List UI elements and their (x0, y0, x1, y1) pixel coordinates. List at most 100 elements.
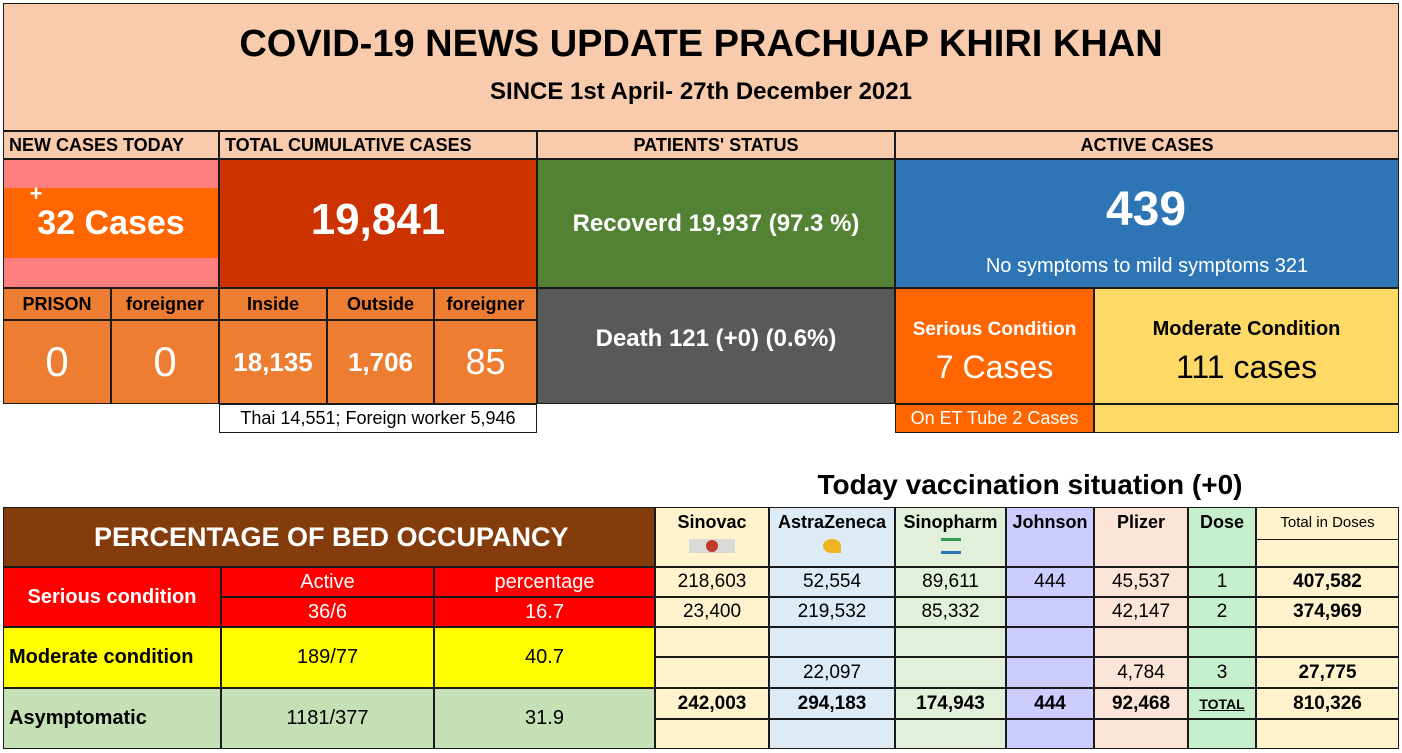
vax-cell-johnson-row-6 (1006, 719, 1094, 749)
cumulative-value: 19,841 (219, 159, 537, 288)
outside-value: 1,706 (327, 320, 434, 404)
active-cases-value: 439 (1105, 183, 1187, 236)
outside-label: Outside (327, 288, 434, 320)
foreigner2-label: foreigner (434, 288, 537, 320)
vax-header-sinopharm: Sinopharm (895, 507, 1006, 567)
new-cases-label: NEW CASES TODAY (3, 131, 219, 159)
moderate-condition-value: 111 cases (1175, 349, 1318, 385)
vax-cell-sinovac-row-1: 218,603 (655, 567, 769, 597)
moderate-condition-panel: Moderate Condition 111 cases (1094, 288, 1399, 404)
vax-cell-astrazeneca-row-4: 22,097 (769, 657, 895, 688)
vax-cell-johnson-row-3 (1006, 627, 1094, 657)
vax-cell-sinovac-row-2: 23,400 (655, 597, 769, 627)
vax-cell-dose-row-6 (1188, 719, 1256, 749)
vax-cell-total-row-3 (1256, 627, 1399, 657)
vax-cell-plizer-row-4: 4,784 (1094, 657, 1188, 688)
cumulative-label: TOTAL CUMULATIVE CASES (219, 131, 537, 159)
foreigner-label: foreigner (111, 288, 219, 320)
vax-cell-total-row-6 (1256, 719, 1399, 749)
foreigner-value: 0 (111, 320, 219, 404)
vax-cell-total-row-1: 407,582 (1256, 567, 1399, 597)
new-cases-value: 32 Cases (37, 203, 185, 242)
recovered-value: Recoverd 19,937 (97.3 %) (537, 159, 895, 288)
vax-cell-johnson-row-1: 444 (1006, 567, 1094, 597)
serious-condition-label: Serious Condition (912, 318, 1077, 340)
bed-row-serious-active: 36/6 (221, 597, 434, 627)
vax-cell-sinopharm-row-2: 85,332 (895, 597, 1006, 627)
bed-row-serious-percentage: 16.7 (434, 597, 655, 627)
vax-cell-astrazeneca-row-2: 219,532 (769, 597, 895, 627)
vax-cell-total-row-5: 810,326 (1256, 688, 1399, 719)
vax-header-astrazeneca: AstraZeneca (769, 507, 895, 567)
new-cases-value-box: 32 Cases (4, 188, 218, 258)
sinovac-logo-icon (689, 539, 735, 553)
bed-occupancy-title: PERCENTAGE OF BED OCCUPANCY (3, 507, 655, 567)
vax-header-sinopharm-text: Sinopharm (903, 512, 998, 532)
vax-cell-sinopharm-row-6 (895, 719, 1006, 749)
vax-header-sinovac: Sinovac (655, 507, 769, 567)
vax-header-total-text: Total in Doses (1280, 514, 1375, 531)
et-tube-note: On ET Tube 2 Cases (895, 404, 1094, 433)
serious-condition-value: 7 Cases (935, 348, 1054, 385)
sinopharm-logo-icon (940, 538, 961, 554)
vax-cell-astrazeneca-row-5: 294,183 (769, 688, 895, 719)
active-cases-panel: 439 No symptoms to mild symptoms 321 (895, 159, 1399, 288)
vax-header-total: Total in Doses (1256, 507, 1399, 567)
vax-cell-total-row-4: 27,775 (1256, 657, 1399, 688)
vax-cell-dose-row-2: 2 (1188, 597, 1256, 627)
death-text: Death 121 (+0) (0.6%) (595, 325, 837, 352)
serious-condition-panel: Serious Condition 7 Cases (895, 288, 1094, 404)
vax-cell-dose-row-3 (1188, 627, 1256, 657)
vax-header-plizer: Plizer (1094, 507, 1188, 567)
vax-cell-astrazeneca-row-6 (769, 719, 895, 749)
vax-cell-total-row-2: 374,969 (1256, 597, 1399, 627)
astrazeneca-logo-icon (823, 539, 841, 553)
foreigner2-value: 85 (434, 320, 537, 404)
vax-header-astrazeneca-text: AstraZeneca (777, 512, 887, 532)
vax-header-johnson: Johnson (1006, 507, 1094, 567)
vax-cell-plizer-row-5: 92,468 (1094, 688, 1188, 719)
vax-cell-sinopharm-row-3 (895, 627, 1006, 657)
death-value: Death 121 (+0) (0.6%) (537, 288, 895, 404)
vax-cell-sinovac-row-5: 242,003 (655, 688, 769, 719)
vax-cell-johnson-row-2 (1006, 597, 1094, 627)
patients-status-label: PATIENTS' STATUS (537, 131, 895, 159)
mild-symptoms-text: No symptoms to mild symptoms 321 (985, 255, 1309, 277)
prison-label: PRISON (3, 288, 111, 320)
vax-header-plizer-text: Plizer (1116, 512, 1166, 532)
page-subtitle: SINCE 1st April- 27th December 2021 (490, 77, 912, 105)
vax-header-dose-text: Dose (1199, 512, 1244, 532)
vax-header-sinovac-text: Sinovac (677, 512, 747, 532)
vax-cell-sinopharm-row-1: 89,611 (895, 567, 1006, 597)
header-panel: COVID-19 NEWS UPDATE PRACHUAP KHIRI KHAN… (3, 3, 1399, 131)
vax-cell-astrazeneca-row-3 (769, 627, 895, 657)
vax-cell-sinopharm-row-4 (895, 657, 1006, 688)
prison-value: 0 (3, 320, 111, 404)
vax-cell-dose-row-1: 1 (1188, 567, 1256, 597)
inside-value: 18,135 (219, 320, 327, 404)
bed-row-asymptomatic-percentage: 31.9 (434, 688, 655, 749)
moderate-note-empty (1094, 404, 1399, 433)
bed-row-moderate-active: 189/77 (221, 627, 434, 688)
vax-cell-plizer-row-1: 45,537 (1094, 567, 1188, 597)
vax-cell-dose-row-5: TOTAL (1188, 688, 1256, 719)
vax-cell-sinovac-row-6 (655, 719, 769, 749)
vax-cell-dose-row-4: 3 (1188, 657, 1256, 688)
vax-header-johnson-text: Johnson (1012, 512, 1088, 532)
vax-cell-johnson-row-5: 444 (1006, 688, 1094, 719)
bed-row-serious-name: Serious condition (3, 567, 221, 627)
bed-row-asymptomatic-name: Asymptomatic (3, 688, 221, 749)
vax-cell-johnson-row-4 (1006, 657, 1094, 688)
inside-label: Inside (219, 288, 327, 320)
active-cases-label: ACTIVE CASES (895, 131, 1399, 159)
vax-cell-sinovac-row-4 (655, 657, 769, 688)
bed-row-asymptomatic-active: 1181/377 (221, 688, 434, 749)
plus-sign: + (29, 182, 43, 206)
vax-cell-plizer-row-3 (1094, 627, 1188, 657)
vaccination-title: Today vaccination situation (+0) (817, 469, 1243, 500)
page-title: COVID-19 NEWS UPDATE PRACHUAP KHIRI KHAN (239, 22, 1163, 65)
vax-cell-plizer-row-2: 42,147 (1094, 597, 1188, 627)
vax-cell-plizer-row-6 (1094, 719, 1188, 749)
vax-cell-sinovac-row-3 (655, 627, 769, 657)
bed-active-label: Active (221, 567, 434, 597)
